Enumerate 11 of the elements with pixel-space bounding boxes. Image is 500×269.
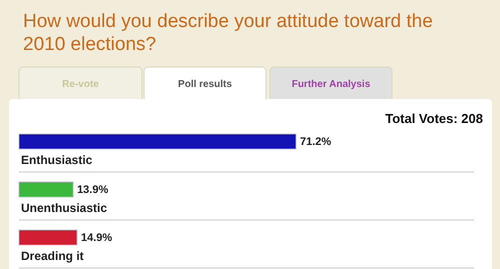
data-label: 13.9%	[77, 184, 108, 196]
text: Total Votes: 208	[385, 111, 483, 126]
y-tick-label: Unenthusiastic	[21, 201, 108, 215]
text: Poll results	[178, 79, 232, 90]
y-tick-label: Enthusiastic	[21, 153, 93, 167]
chart-title: How would you describe your attitude toward the 2010 elections?	[23, 11, 433, 55]
data-label: 14.9%	[80, 232, 112, 244]
text: Re-vote	[62, 79, 100, 90]
data-label: 71.2%	[300, 136, 332, 148]
y-tick-label: Dreading it	[21, 249, 84, 263]
text: Further Analysis	[292, 79, 371, 90]
